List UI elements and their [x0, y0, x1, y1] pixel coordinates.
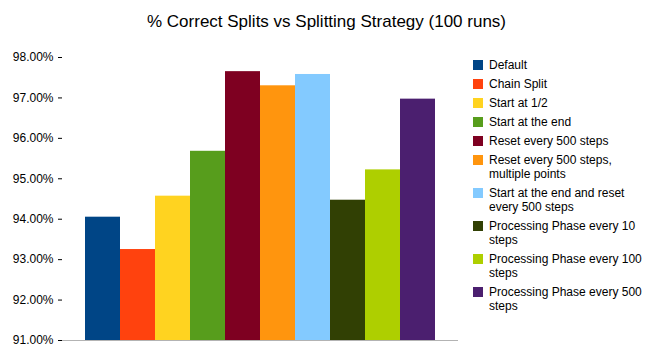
html-text:Start at the end and reset eve: Start at the end and reset every 500 ste…: [489, 186, 625, 214]
html-text:Start at 1/2: Start at 1/2: [489, 96, 548, 110]
html-text:Default: Default: [489, 58, 527, 72]
html-text:Processing Phase every 10 step: Processing Phase every 10 steps: [489, 219, 636, 247]
html-text:Start at the end: Start at the end: [489, 115, 572, 129]
svg-text:94.00%: 94.00%: [13, 212, 54, 226]
svg-text:97.00%: 97.00%: [13, 91, 54, 105]
svg-text:98.00%: 98.00%: [13, 50, 54, 64]
svg-text:92.00%: 92.00%: [13, 293, 54, 307]
svg-text:91.00%: 91.00%: [13, 333, 54, 347]
html-text:Reset every 500 steps: Reset every 500 steps: [489, 134, 609, 148]
svg-text:95.00%: 95.00%: [13, 172, 54, 186]
svg-text:93.00%: 93.00%: [13, 252, 54, 266]
html-text:Processing Phase every 100 ste: Processing Phase every 100 steps: [489, 252, 642, 280]
html-text:Chain Split: Chain Split: [489, 77, 547, 91]
svg-text:96.00%: 96.00%: [13, 131, 54, 145]
html-text:Processing Phase every 500 ste: Processing Phase every 500 steps: [489, 285, 642, 313]
html-text:Reset every 500 steps, multipl: Reset every 500 steps, multiple points: [489, 153, 612, 181]
html-text:% Correct Splits vs Splitting: % Correct Splits vs Splitting Strategy (…: [147, 12, 506, 31]
